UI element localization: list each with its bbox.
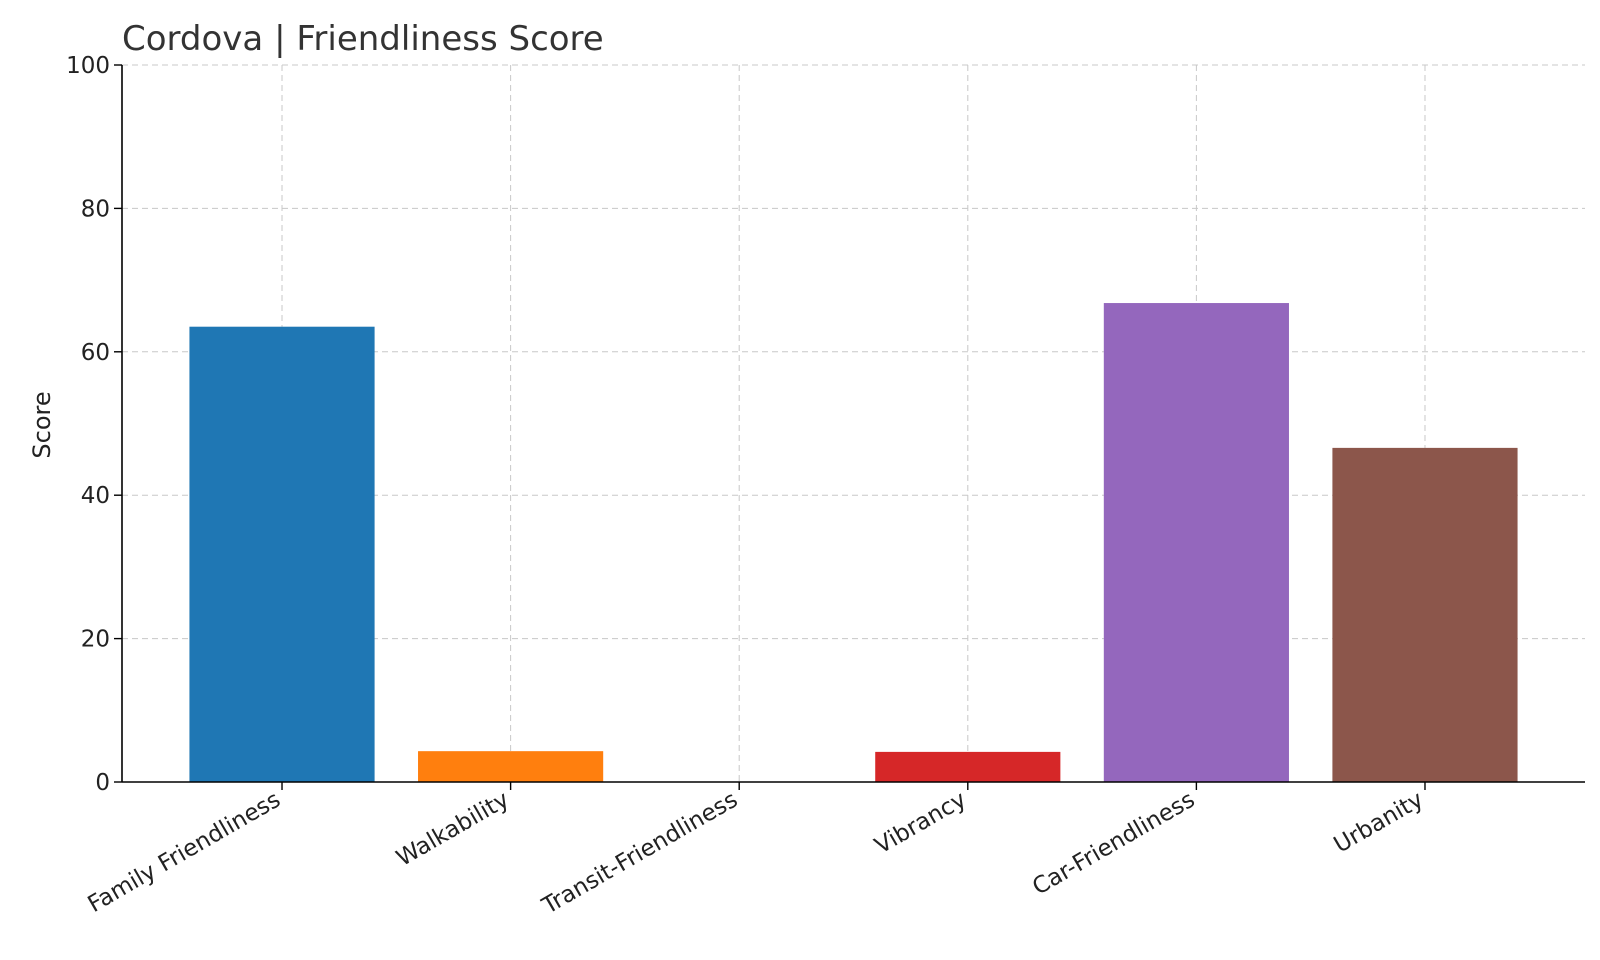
y-axis-label: Score: [28, 391, 56, 458]
x-tick-label: Family Friendliness: [84, 787, 285, 918]
x-tick-label: Transit-Friendliness: [537, 787, 742, 920]
bar: [189, 326, 375, 782]
y-tick-label: 100: [66, 53, 110, 79]
x-tick-label: Vibrancy: [871, 787, 971, 860]
y-tick-label: 60: [81, 340, 110, 366]
x-tick-label: Car-Friendliness: [1028, 787, 1199, 901]
bars: [189, 303, 1518, 782]
bar: [875, 751, 1061, 782]
y-tick-label: 20: [81, 627, 110, 653]
y-axis-ticks: 0 20 40 60 80 100: [66, 53, 122, 796]
y-tick-label: 80: [81, 196, 110, 222]
chart-title: Cordova | Friendliness Score: [122, 19, 604, 59]
x-axis-ticks: Family Friendliness Walkability Transit-Fr…: [84, 782, 1428, 920]
y-tick-label: 40: [81, 483, 110, 509]
bar: [418, 751, 604, 782]
x-tick-label: Walkability: [392, 787, 513, 872]
axes: [121, 65, 1585, 783]
bar: [1103, 303, 1289, 782]
bar: [1332, 447, 1518, 782]
y-tick-label: 0: [95, 770, 110, 796]
x-tick-label: Urbanity: [1330, 787, 1428, 859]
